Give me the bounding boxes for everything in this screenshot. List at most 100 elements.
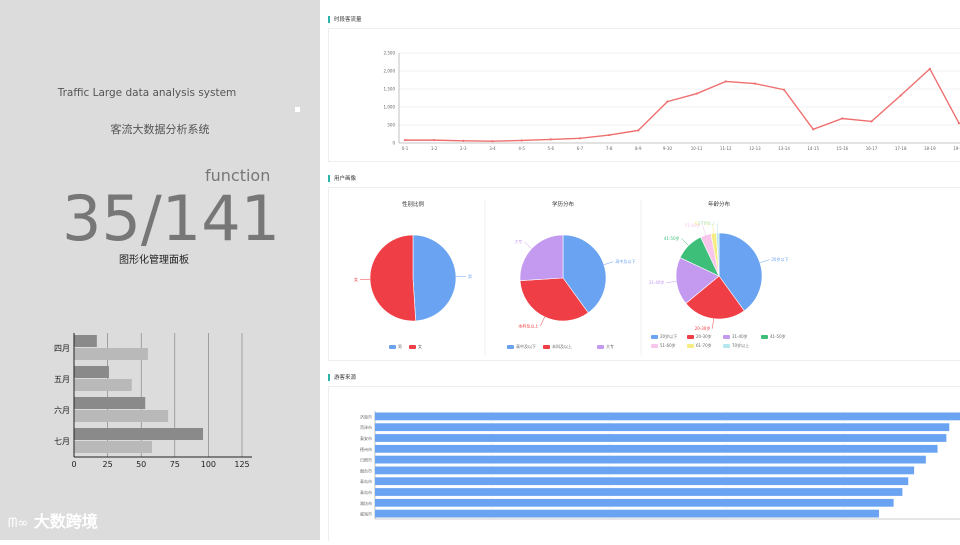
data-point [666,101,668,103]
x-tick-label: 2-3 [460,146,467,151]
slice-label-line [712,319,713,329]
logo-mark-icon: ᗰ∞ [8,516,28,531]
bar [74,410,168,422]
decorative-dot [295,107,300,112]
legend-swatch [723,344,730,348]
bar [375,488,902,496]
category-label: 七月 [54,437,70,446]
bar [375,477,908,485]
legend-swatch [389,345,396,349]
x-tick-label: 1-2 [431,146,438,151]
slice-label: 本科及以上 [518,322,538,328]
legend-label: 70岁以上 [732,342,749,348]
x-tick-label: 75 [170,460,180,469]
x-tick-label: 15-16 [837,146,849,151]
category-label: 五月 [54,375,70,384]
y-tick-label: 1,000 [384,105,396,110]
x-tick-label: 12-13 [749,146,761,151]
slice-label: 70岁以上 [698,220,715,226]
slice-label-line [540,317,544,326]
x-tick-label: 3-4 [489,146,496,151]
y-tick-label: 1,500 [384,87,396,92]
legend-label: 高中及以下 [516,343,536,349]
legend-label: 51-60岁 [660,342,676,348]
slice-label-line [682,239,689,246]
bar [375,456,926,464]
bar [74,335,97,347]
legend-label: 31-40岁 [732,333,748,339]
category-label: 日照市 [360,457,372,463]
legend-swatch [723,335,730,339]
user-pie-charts: 性别比例男男女女学历分布高中及以下高中及以下本科及以上本科及以上大专大专年龄分布… [329,188,960,360]
x-tick-label: 7-8 [606,146,613,151]
traffic-series-line [405,69,959,141]
bar [74,379,132,391]
x-tick-label: 9-10 [663,146,673,151]
legend-swatch [761,335,768,339]
y-tick-label: 0 [392,141,395,146]
pie-slice [370,235,416,321]
category-label: 四月 [54,344,70,353]
data-point [521,139,523,141]
data-point [841,117,843,119]
user-portrait-panel: 性别比例男男女女学历分布高中及以下高中及以下本科及以上本科及以上大专大专年龄分布… [328,187,960,361]
data-point [783,89,785,91]
category-label: 青岛市 [360,489,372,495]
x-tick-label: 18-19 [924,146,936,151]
legend-swatch [651,344,658,348]
bar [74,441,152,453]
bar [375,413,960,421]
x-tick-label: 0-1 [402,146,409,151]
bar [74,366,109,378]
pie-title: 年龄分布 [708,200,731,208]
legend-label: 大专 [606,343,614,349]
x-tick-label: 10-11 [691,146,703,151]
x-tick-label: 5-6 [548,146,555,151]
logo-text: 大数跨境 [34,512,98,531]
slice-label-line [760,260,770,263]
x-tick-label: 50 [136,460,146,469]
legend-swatch [507,345,514,349]
source-panel-title: 游客来源 [328,373,356,381]
bar [375,467,914,475]
left-panel: Traffic Large data analysis system 客流大数据… [0,0,320,540]
legend-swatch [543,345,550,349]
user-panel-title: 用户画像 [328,174,356,182]
category-label: 泰安市 [360,435,372,441]
legend-label: 61-70岁 [696,342,712,348]
system-title-cn: 客流大数据分析系统 [0,121,320,137]
data-point [695,93,697,95]
slice-label-line [604,262,614,265]
data-point [725,80,727,82]
legend-swatch [597,345,604,349]
data-point [608,134,610,136]
x-tick-label: 125 [234,460,249,469]
system-title-en: Traffic Large data analysis system [0,87,294,99]
bar [375,510,879,518]
category-label: 青岛市 [360,478,372,484]
data-point [550,138,552,140]
x-tick-label: 8-9 [635,146,642,151]
slice-label: 41-50岁 [664,235,680,241]
slice-label: 高中及以下 [615,258,635,264]
bar [375,499,894,507]
bar [375,434,946,442]
legend-label: 20岁以下 [660,333,677,339]
x-tick-label: 11-12 [720,146,732,151]
category-label: 济南市 [360,413,372,419]
legend-label: 41-50岁 [770,333,786,339]
bar [74,397,145,409]
pie-slice [520,235,563,281]
category-label: 烟台市 [360,467,372,473]
legend-swatch [409,345,416,349]
legend-swatch [651,335,658,339]
category-label: 六月 [54,405,70,415]
bar [74,428,203,440]
y-tick-label: 2,500 [384,51,396,56]
x-tick-label: 100 [201,460,216,469]
x-tick-label: 13-14 [778,146,790,151]
x-tick-label: 25 [103,460,113,469]
